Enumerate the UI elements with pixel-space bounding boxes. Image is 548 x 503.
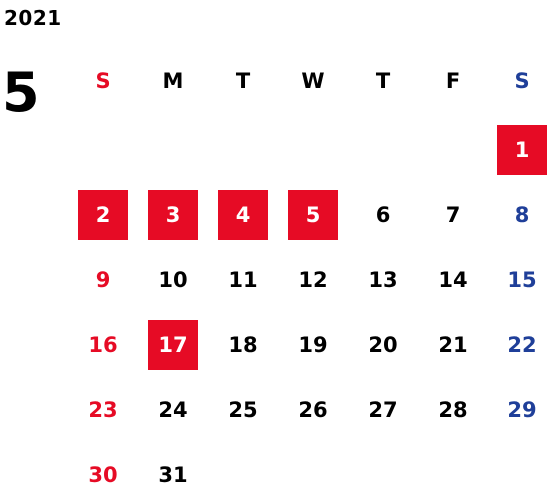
weekday-header-thu: T: [375, 69, 391, 93]
day-cell-15[interactable]: 15: [507, 268, 537, 292]
month-number: 5: [2, 61, 40, 124]
day-cell-17[interactable]: 17: [148, 320, 198, 370]
day-cell-13[interactable]: 13: [368, 268, 398, 292]
day-cell-6[interactable]: 6: [375, 203, 391, 227]
day-cell-20[interactable]: 20: [368, 333, 398, 357]
day-cell-30[interactable]: 30: [88, 463, 118, 487]
day-cell-26[interactable]: 26: [298, 398, 328, 422]
day-cell-27[interactable]: 27: [368, 398, 398, 422]
day-cell-8[interactable]: 8: [514, 203, 530, 227]
day-cell-28[interactable]: 28: [438, 398, 468, 422]
weekday-header-tue: T: [235, 69, 251, 93]
weekday-header-wed: W: [301, 69, 325, 93]
weekday-header-fri: F: [445, 69, 461, 93]
day-cell-14[interactable]: 14: [438, 268, 468, 292]
day-cell-22[interactable]: 22: [507, 333, 537, 357]
year-label: 2021: [4, 6, 62, 30]
day-cell-23[interactable]: 23: [88, 398, 118, 422]
day-cell-1[interactable]: 1: [497, 125, 547, 175]
weekday-header-sat: S: [514, 69, 530, 93]
day-cell-10[interactable]: 10: [158, 268, 188, 292]
day-cell-18[interactable]: 18: [228, 333, 258, 357]
day-cell-5[interactable]: 5: [288, 190, 338, 240]
day-cell-16[interactable]: 16: [88, 333, 118, 357]
day-cell-19[interactable]: 19: [298, 333, 328, 357]
day-cell-2[interactable]: 2: [78, 190, 128, 240]
day-cell-11[interactable]: 11: [228, 268, 258, 292]
weekday-header-sun: S: [95, 69, 111, 93]
day-cell-31[interactable]: 31: [158, 463, 188, 487]
day-cell-29[interactable]: 29: [507, 398, 537, 422]
day-cell-21[interactable]: 21: [438, 333, 468, 357]
day-cell-25[interactable]: 25: [228, 398, 258, 422]
day-cell-24[interactable]: 24: [158, 398, 188, 422]
day-cell-4[interactable]: 4: [218, 190, 268, 240]
weekday-header-mon: M: [162, 69, 184, 93]
day-cell-9[interactable]: 9: [95, 268, 111, 292]
day-cell-3[interactable]: 3: [148, 190, 198, 240]
day-cell-12[interactable]: 12: [298, 268, 328, 292]
day-cell-7[interactable]: 7: [445, 203, 461, 227]
